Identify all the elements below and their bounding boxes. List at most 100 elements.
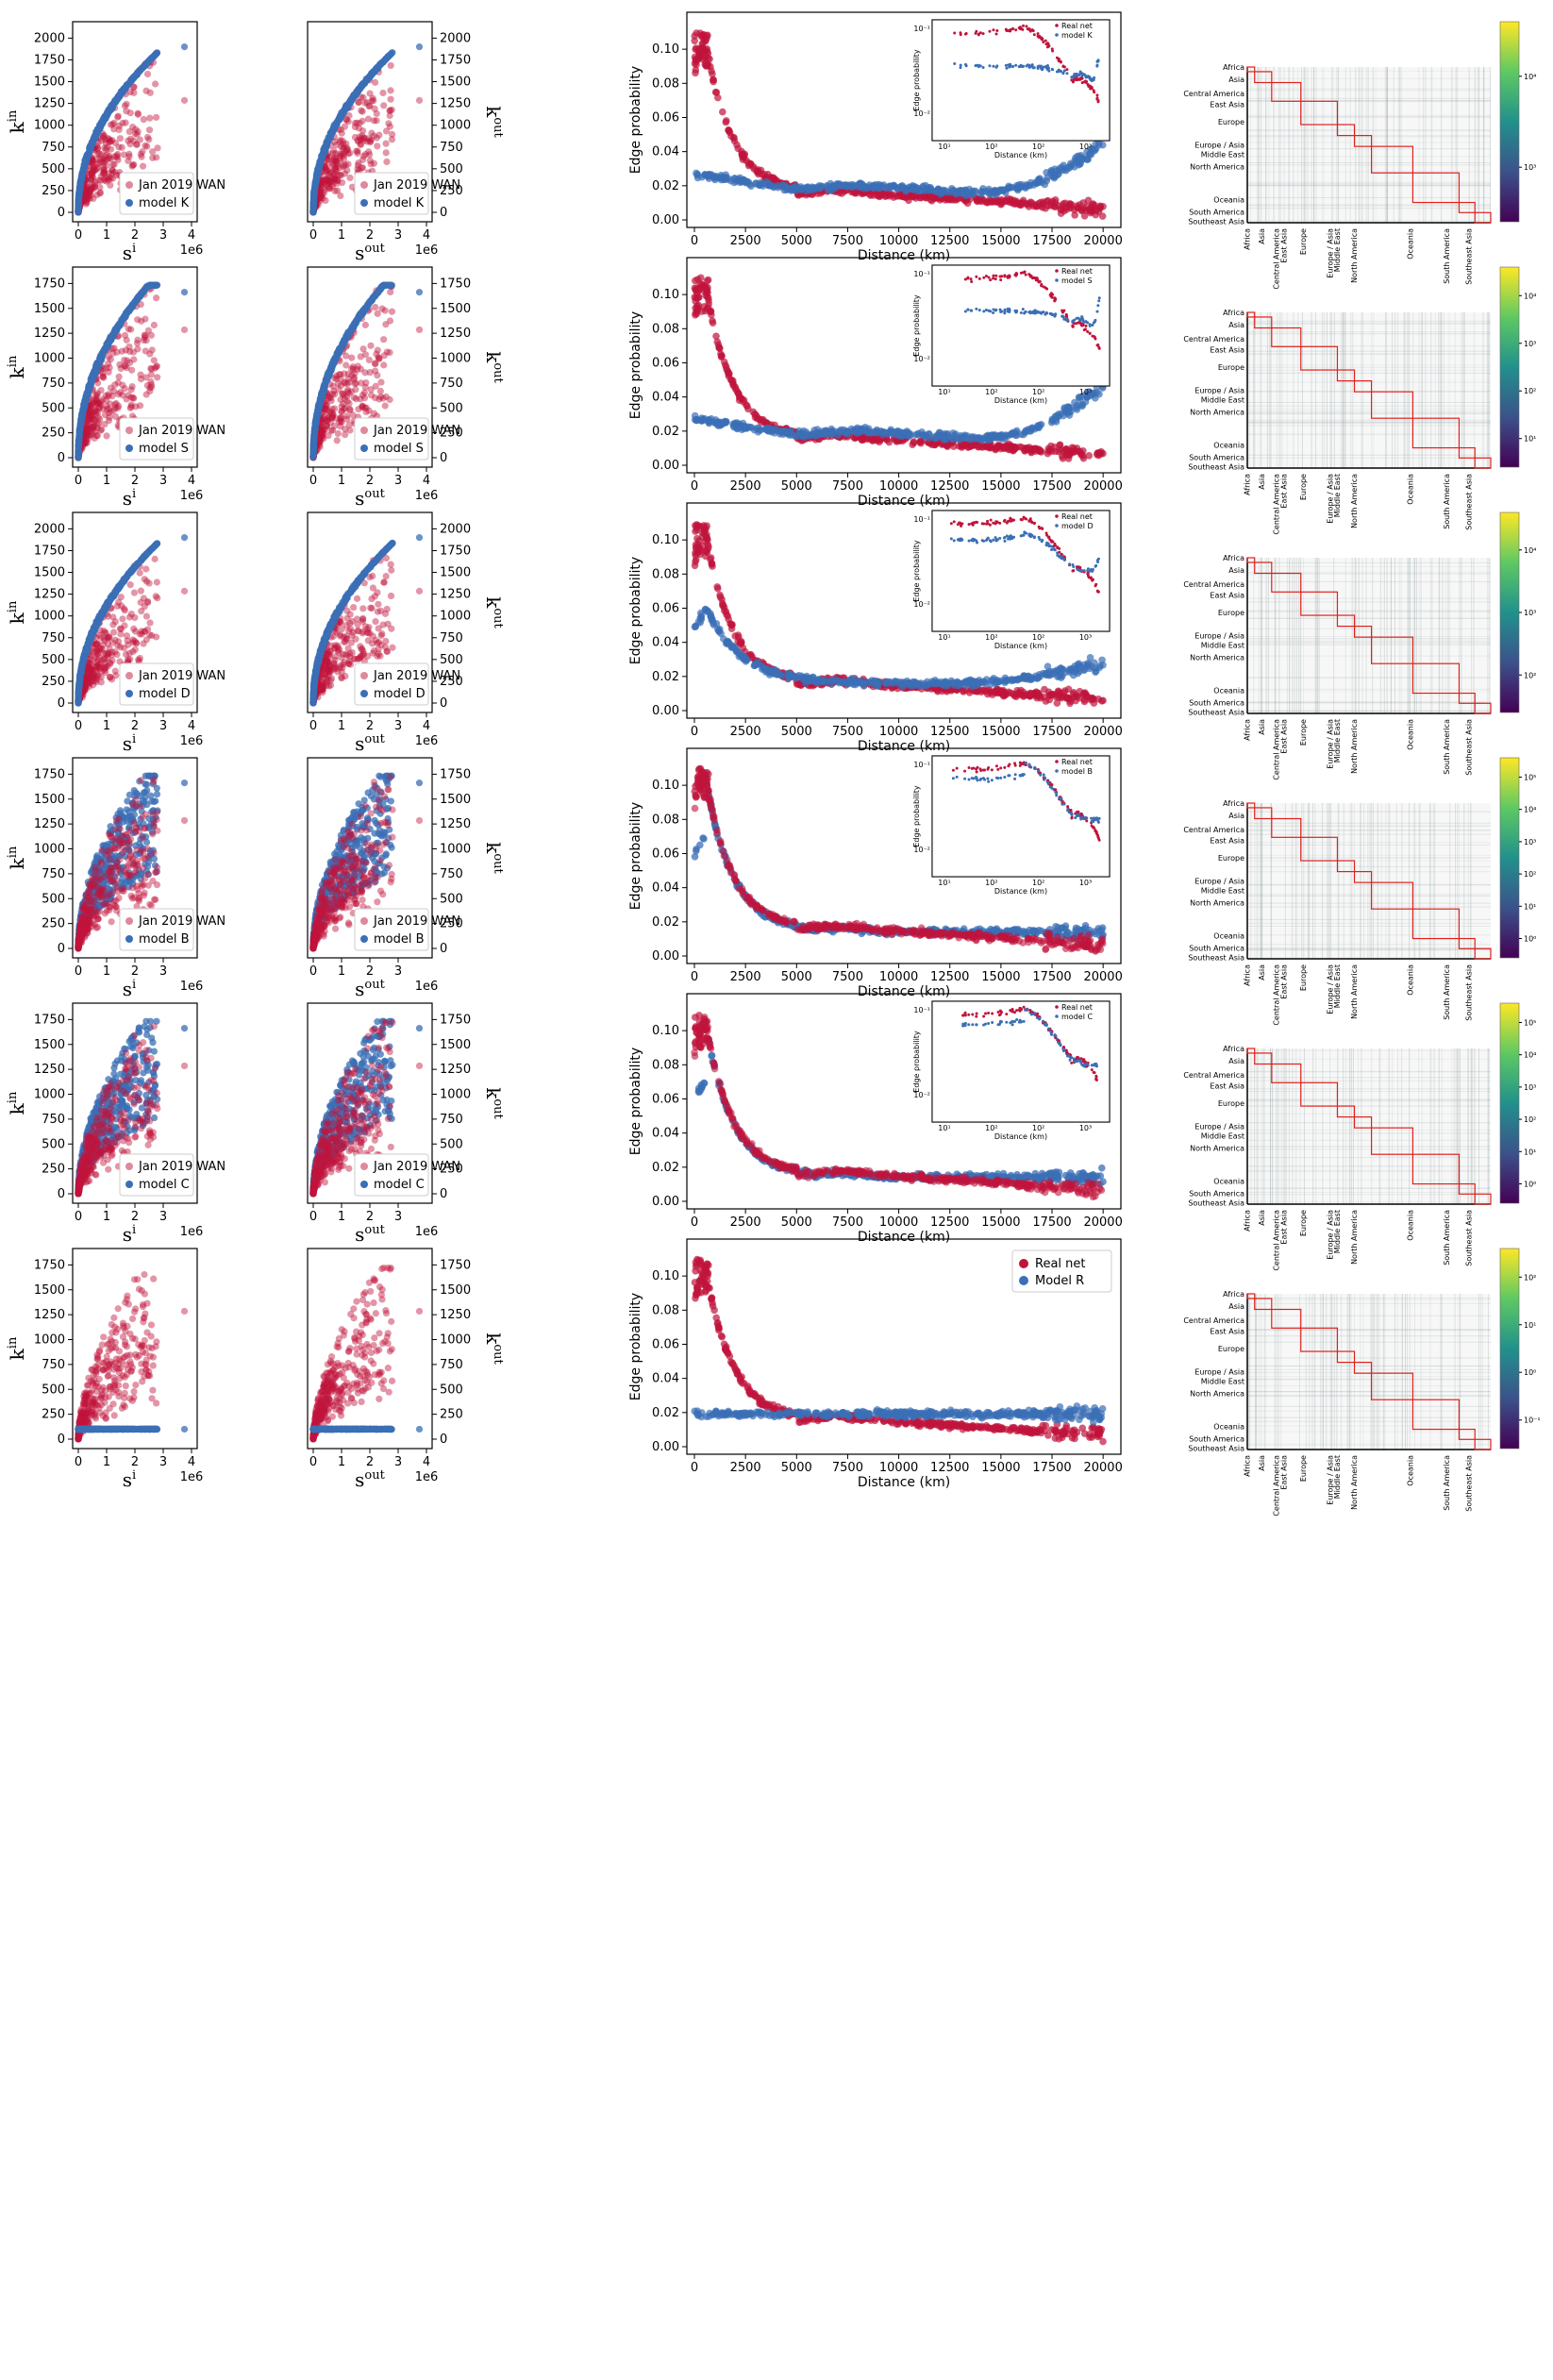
data-point-real bbox=[107, 175, 114, 182]
data-point-model bbox=[990, 187, 998, 194]
data-point-real bbox=[121, 362, 128, 370]
data-point-real bbox=[372, 303, 379, 311]
data-point-real bbox=[146, 89, 154, 96]
data-point-real bbox=[106, 139, 113, 146]
data-point-real bbox=[377, 378, 385, 386]
data-point-real bbox=[82, 192, 90, 199]
data-point-real bbox=[87, 186, 94, 193]
data-point-real bbox=[92, 396, 100, 404]
data-point-real bbox=[119, 392, 126, 399]
data-point-real bbox=[692, 69, 699, 77]
data-point-model bbox=[120, 86, 127, 93]
x-scale-offset: 1e6 bbox=[415, 243, 439, 258]
data-point-real bbox=[343, 415, 351, 423]
x-tick-label: 2 bbox=[366, 228, 374, 243]
inset-point-real bbox=[959, 33, 962, 37]
data-point-real bbox=[946, 195, 954, 204]
data-point-real bbox=[100, 170, 108, 177]
inset-x-tick-label: 10² bbox=[1032, 142, 1044, 151]
legend-label-model: model K bbox=[139, 196, 190, 210]
data-point-real bbox=[123, 100, 130, 108]
data-point-model bbox=[80, 163, 88, 171]
inset-point-model bbox=[978, 64, 982, 68]
data-point-real bbox=[96, 176, 105, 185]
region-row-label: Africa bbox=[1223, 63, 1244, 72]
data-point-real bbox=[88, 169, 95, 176]
data-point-real bbox=[110, 168, 118, 176]
data-point-real bbox=[388, 308, 396, 315]
data-point-real bbox=[99, 156, 107, 163]
data-point-real bbox=[110, 387, 118, 394]
data-point-real bbox=[109, 160, 117, 168]
data-point-real bbox=[118, 143, 125, 151]
data-point-real bbox=[130, 83, 138, 91]
y-axis-label: kin bbox=[6, 109, 28, 133]
data-point-model bbox=[1051, 173, 1060, 180]
data-point-real bbox=[96, 190, 104, 197]
data-point-real bbox=[142, 374, 150, 381]
data-point-real bbox=[744, 161, 753, 170]
region-col-label: Africa bbox=[1244, 228, 1252, 250]
data-point-real bbox=[146, 114, 154, 122]
data-point-real bbox=[83, 190, 92, 197]
data-point-model bbox=[142, 60, 149, 68]
data-point-real bbox=[110, 153, 118, 160]
data-point-real bbox=[719, 108, 726, 116]
edge-distance-plot-K: 0 2500 5000 7500 10000 12500 15000 17500 200000.… bbox=[628, 11, 1123, 263]
data-point-real bbox=[352, 395, 360, 403]
data-point-real bbox=[352, 386, 359, 394]
data-point-real bbox=[93, 145, 101, 153]
colorbar bbox=[1500, 22, 1519, 222]
data-point-model bbox=[335, 114, 342, 122]
y-tick-label: 0 bbox=[440, 451, 447, 465]
data-point-real bbox=[149, 154, 157, 161]
inset-point-real bbox=[1095, 93, 1099, 97]
data-point-model bbox=[1075, 160, 1083, 169]
data-point-real bbox=[382, 127, 391, 135]
data-point-real bbox=[348, 354, 356, 361]
data-point-model bbox=[1038, 178, 1046, 187]
heatmap-streak bbox=[1247, 204, 1491, 206]
data-point-real bbox=[88, 159, 95, 167]
data-point-model bbox=[111, 325, 120, 332]
inset-y-tick-label: 10⁻¹ bbox=[913, 25, 930, 33]
data-point-real bbox=[91, 184, 98, 192]
data-point-real bbox=[102, 136, 109, 143]
legend-marker-real bbox=[125, 181, 133, 189]
heatmap-streak bbox=[1247, 77, 1491, 79]
region-col-label: Southeast Asia bbox=[1464, 228, 1473, 285]
data-point-real bbox=[83, 196, 91, 204]
y-tick-label: 1750 bbox=[440, 53, 471, 67]
data-point-model bbox=[88, 141, 96, 149]
data-point-real bbox=[92, 156, 101, 163]
data-point-model bbox=[693, 170, 702, 178]
data-point-model bbox=[711, 172, 720, 180]
data-point-real bbox=[380, 336, 388, 344]
data-point-real bbox=[83, 183, 91, 192]
data-point-real bbox=[92, 166, 99, 175]
y-axis-label-sup: in bbox=[6, 355, 20, 367]
inset-legend-label-model: model K bbox=[1061, 31, 1093, 40]
legend-marker-model bbox=[125, 199, 133, 207]
data-point-real bbox=[127, 326, 135, 333]
y-tick-label: 0.00 bbox=[652, 213, 679, 227]
inset-point-real bbox=[981, 32, 985, 36]
y-tick-label: 500 bbox=[440, 162, 463, 176]
data-point-model bbox=[774, 182, 781, 190]
data-point-real bbox=[93, 191, 101, 199]
heatmap-streak bbox=[1247, 148, 1491, 150]
data-point-model bbox=[415, 43, 424, 51]
x-tick-label: 10000 bbox=[879, 234, 918, 248]
inset-point-model bbox=[1096, 59, 1100, 62]
data-point-real bbox=[87, 192, 94, 199]
data-point-real bbox=[326, 408, 334, 415]
data-point-real bbox=[354, 149, 361, 158]
data-point-model bbox=[129, 301, 137, 309]
data-point-real bbox=[100, 166, 108, 174]
data-point-real bbox=[105, 176, 112, 184]
x-tick-label: 3 bbox=[394, 228, 402, 243]
data-point-real bbox=[359, 156, 367, 163]
data-point-model bbox=[75, 192, 83, 199]
y-axis-label-base: k bbox=[482, 351, 505, 363]
data-point-model bbox=[1056, 164, 1063, 173]
